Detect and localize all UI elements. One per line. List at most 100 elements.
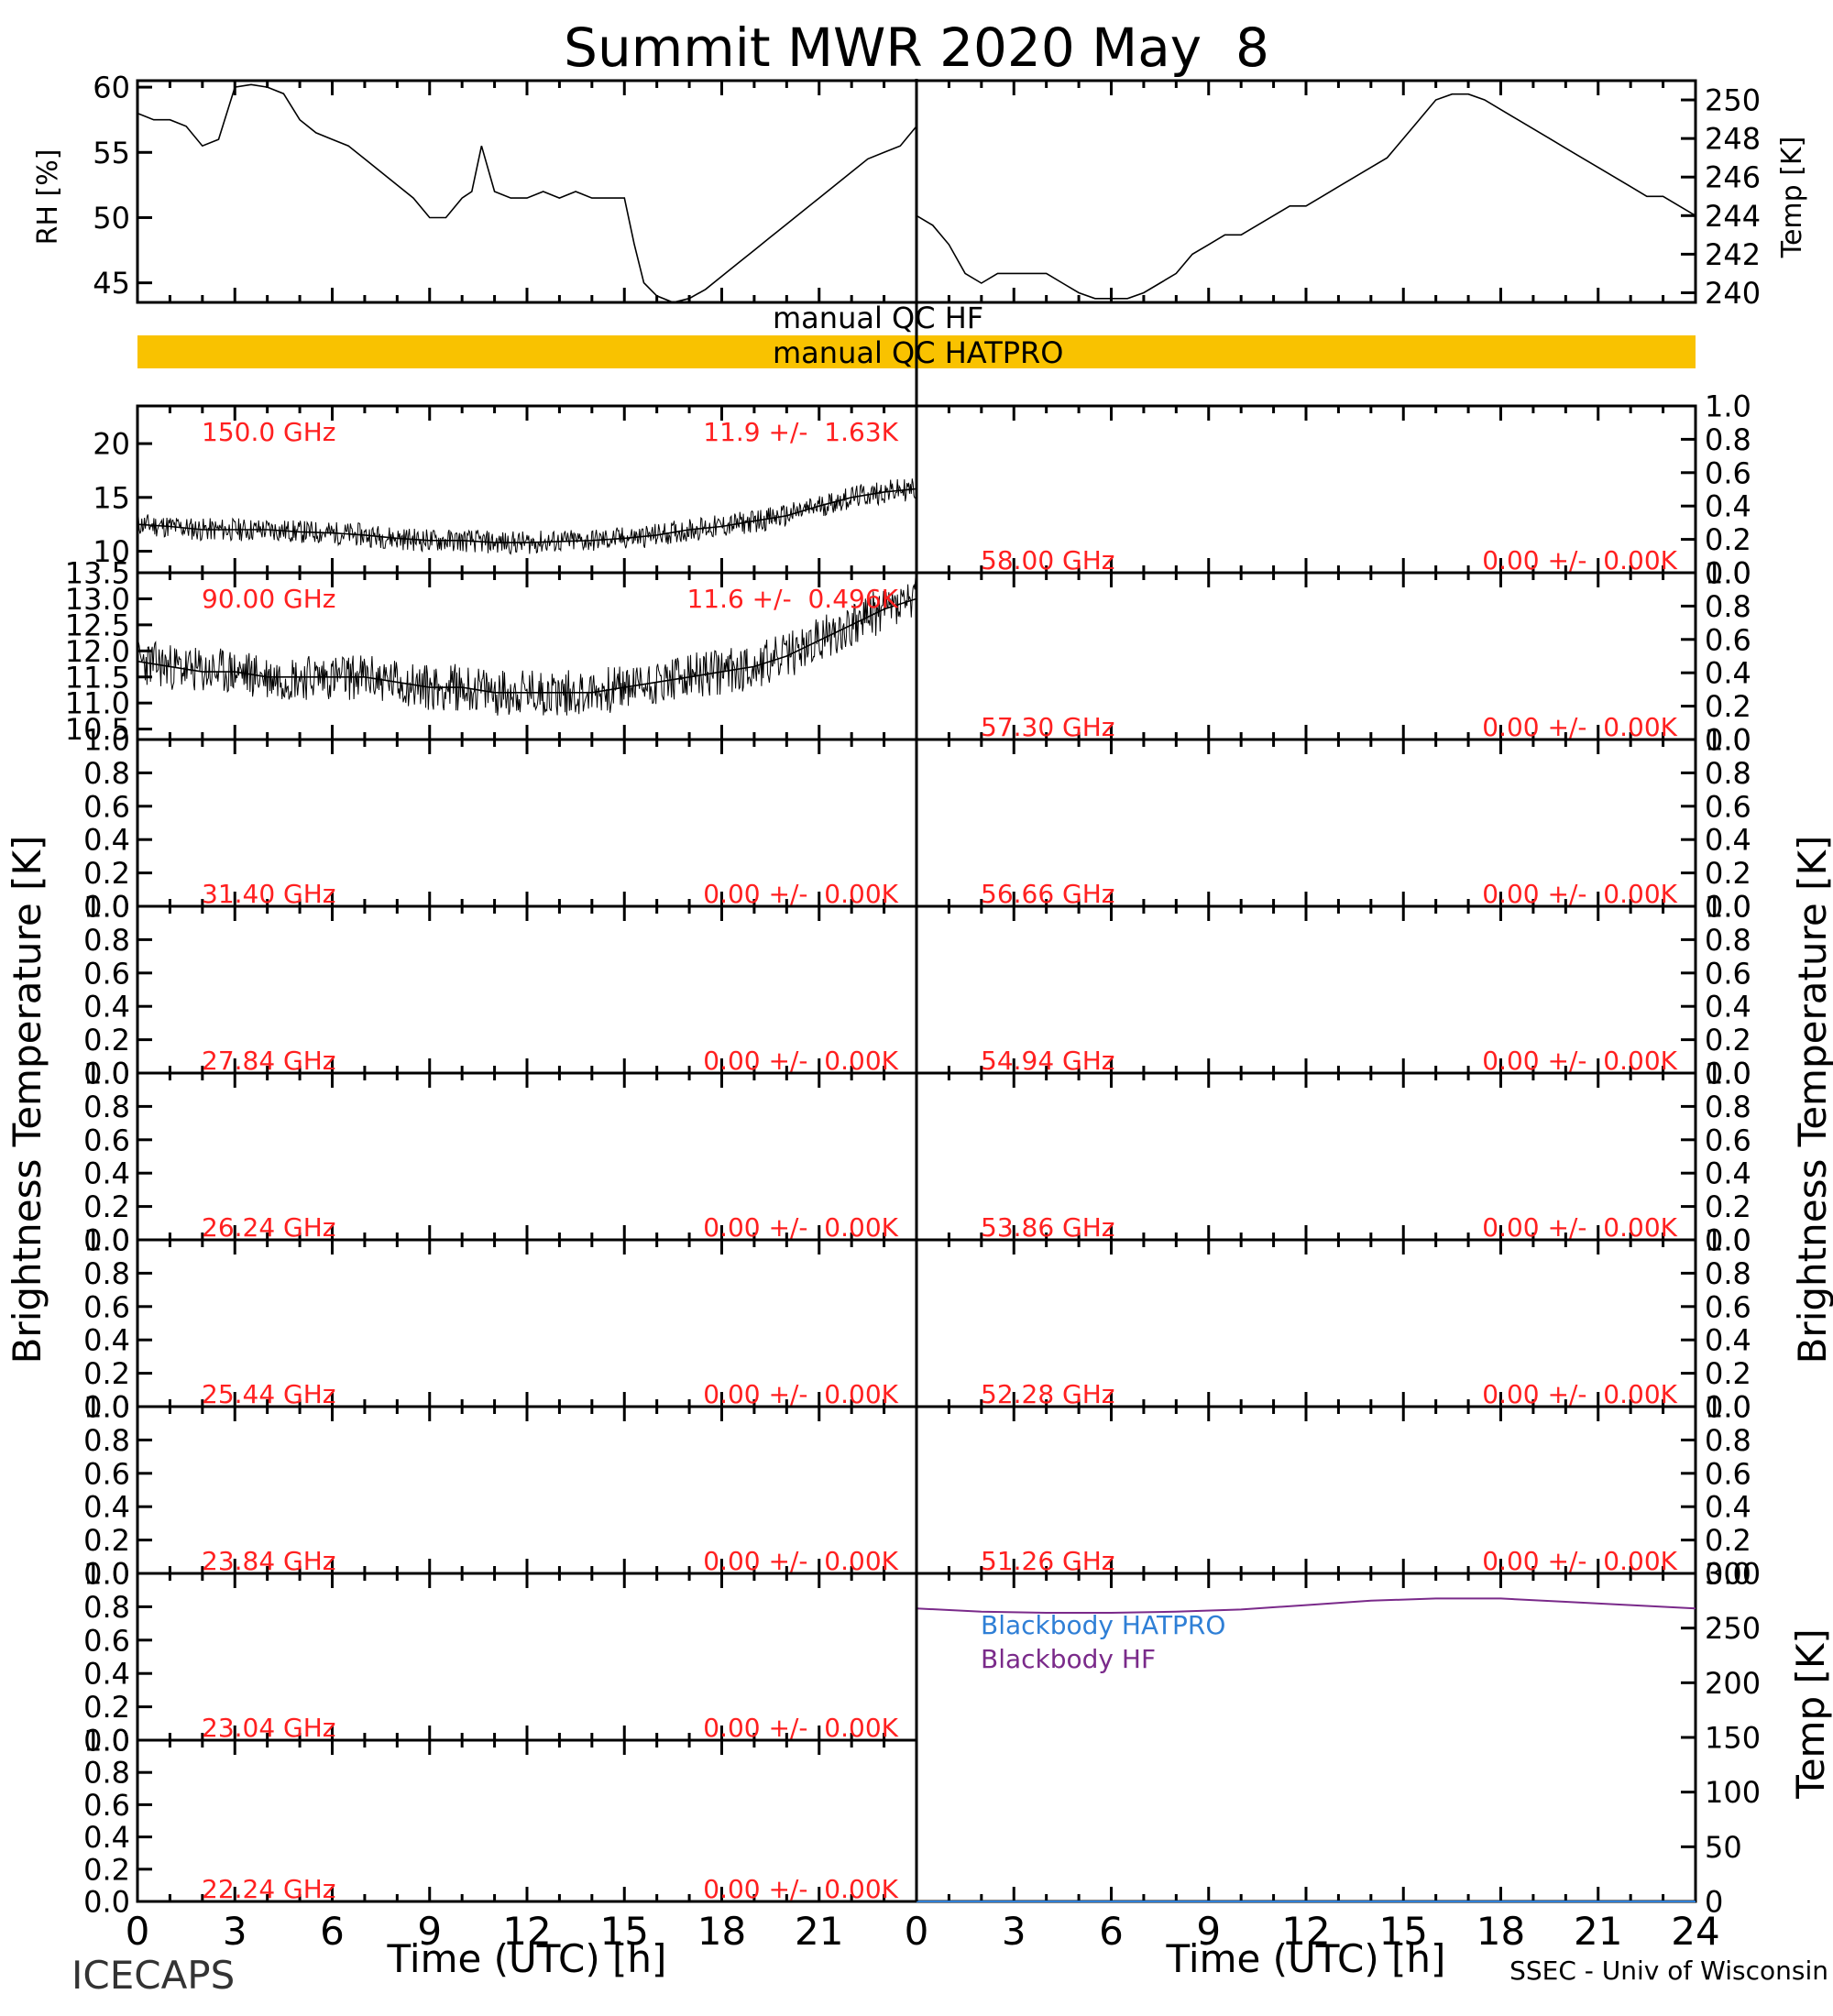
- x-tick-label: 12: [502, 1909, 551, 1954]
- y-tick-label: 0.2: [1705, 689, 1751, 724]
- y-tick-label: 0.4: [83, 1657, 130, 1692]
- x-tick-label: 24: [1671, 1909, 1719, 1954]
- stats-label: 0.00 +/- 0.00K: [703, 1713, 898, 1743]
- x-tick-label: 18: [697, 1909, 746, 1954]
- panel-ch2544: 0.00.20.40.60.81.025.44 GHz 0.00 +/- 0.00…: [83, 1223, 918, 1425]
- frequency-label: 31.40 GHz: [202, 879, 336, 909]
- y-tick-label: 0.4: [83, 1820, 130, 1855]
- frequency-label: 150.0 GHz: [202, 417, 336, 447]
- panel-ch5666: 0.00.20.40.60.81.056.66 GHz 0.00 +/- 0.00…: [915, 723, 1751, 925]
- stats-label: 0.00 +/- 0.00K: [703, 879, 898, 909]
- panel-ch90: 10.511.011.512.012.513.013.5 90.00 GHz 11.…: [65, 556, 918, 747]
- bb-axis-label: Temp [K]: [1788, 1628, 1833, 1800]
- y-tick-label: 55: [93, 136, 130, 170]
- y-tick-label: 12.0: [65, 634, 130, 669]
- rh-axis-label: RH [%]: [32, 149, 64, 246]
- y-tick-label: 0.8: [83, 1090, 130, 1124]
- x-tick-label: 9: [417, 1909, 442, 1954]
- x-tick-label: 9: [1196, 1909, 1221, 1954]
- stats-label: 11.6 +/- 0.496K: [686, 584, 898, 614]
- y-tick-label: 0.6: [1705, 455, 1751, 490]
- panel-ch2784: 0.00.20.40.60.81.027.84 GHz 0.00 +/- 0.00…: [83, 890, 918, 1091]
- stats-label: 0.00 +/- 0.00K: [703, 1546, 898, 1576]
- panel-frame-rh: [136, 79, 918, 304]
- y-tick-label: 1.0: [1705, 1223, 1751, 1258]
- y-tick-label: 0.8: [1705, 1256, 1751, 1291]
- panel-ch5494: 0.00.20.40.60.81.054.94 GHz 0.00 +/- 0.00…: [915, 890, 1751, 1091]
- stats-label: 0.00 +/- 0.00K: [1482, 1046, 1677, 1076]
- x-tick-label: 21: [1574, 1909, 1622, 1954]
- y-tick-label: 0.4: [1705, 1323, 1751, 1358]
- x-tick-label: 18: [1476, 1909, 1525, 1954]
- y-tick-label: 1.0: [83, 1724, 130, 1759]
- y-tick-label: 12.5: [65, 608, 130, 642]
- y-tick-label: 0.0: [83, 1885, 130, 1920]
- y-tick-label: 11.5: [65, 660, 130, 695]
- panel-ch2224: 0.00.20.40.60.81.022.24 GHz 0.00 +/- 0.00…: [83, 1724, 918, 1920]
- y-tick-label: 0.4: [83, 990, 130, 1024]
- stats-label: 0.00 +/- 0.00K: [1482, 1379, 1677, 1409]
- stats-label: 0.00 +/- 0.00K: [1482, 1212, 1677, 1243]
- y-tick-label: 13.5: [65, 556, 130, 591]
- y-tick-label: 0.8: [83, 1756, 130, 1791]
- y-tick-label: 1.0: [83, 890, 130, 925]
- frequency-label: 22.24 GHz: [202, 1874, 336, 1904]
- y-tick-label: 0.0: [1705, 1557, 1751, 1592]
- y-tick-label: 0.4: [83, 1490, 130, 1525]
- panel-ch5386: 0.00.20.40.60.81.053.86 GHz 0.00 +/- 0.00…: [915, 1057, 1751, 1258]
- panel-frame-temp: [915, 79, 1697, 304]
- temp-axis-label: Temp [K]: [1776, 137, 1808, 259]
- y-tick-label: 0.6: [83, 789, 130, 824]
- y-tick-label: 0.2: [1705, 1523, 1751, 1558]
- y-tick-label: 150: [1705, 1721, 1761, 1756]
- frequency-label: 23.04 GHz: [202, 1713, 336, 1743]
- x-tick-label: 15: [1379, 1909, 1428, 1954]
- y-tick-label: 0.0: [83, 890, 130, 925]
- legend-bb-hf: Blackbody HF: [981, 1644, 1156, 1674]
- y-tick-label: 13.0: [65, 582, 130, 617]
- y-tick-label: 0.2: [1705, 1189, 1751, 1224]
- y-tick-label: 240: [1705, 276, 1761, 311]
- y-tick-label: 1.0: [1705, 1390, 1751, 1425]
- panel-rh: 45 50 55 60: [93, 71, 918, 304]
- frequency-label: 27.84 GHz: [202, 1046, 336, 1076]
- stats-label: 0.00 +/- 0.00K: [1482, 1546, 1677, 1576]
- frequency-label: 58.00 GHz: [981, 545, 1115, 575]
- y-tick-label: 0.2: [1705, 522, 1751, 557]
- stats-label: 0.00 +/- 0.00K: [1482, 712, 1677, 742]
- frequency-label: 53.86 GHz: [981, 1212, 1115, 1243]
- frequency-label: 54.94 GHz: [981, 1046, 1115, 1076]
- y-tick-label: 0.8: [1705, 756, 1751, 791]
- y-tick-label: 0.4: [83, 1156, 130, 1191]
- y-tick-label: 0.4: [1705, 1156, 1751, 1191]
- y-tick-label: 0.8: [1705, 422, 1751, 457]
- x-tick-label: 0: [126, 1909, 150, 1954]
- y-tick-label: 0.0: [1705, 723, 1751, 758]
- y-tick-label: 1.0: [1705, 723, 1751, 758]
- frequency-label: 90.00 GHz: [202, 584, 336, 614]
- x-tick-label: 3: [1002, 1909, 1026, 1954]
- x-tick-label: 21: [795, 1909, 843, 1954]
- y-tick-label: 0.8: [1705, 1423, 1751, 1458]
- stats-label: 11.9 +/- 1.63K: [703, 417, 898, 447]
- y-tick-label: 300: [1705, 1557, 1761, 1592]
- frequency-label: 51.26 GHz: [981, 1546, 1115, 1576]
- y-tick-label: 0.0: [1705, 1223, 1751, 1258]
- qc-hatpro-label: manual QC HATPRO: [773, 335, 1063, 370]
- y-tick-label: 0.2: [83, 856, 130, 891]
- y-tick-label: 0.0: [1705, 1057, 1751, 1091]
- time-axis-label-right: Time (UTC) [h]: [1166, 1936, 1446, 1981]
- x-tick-label: 3: [223, 1909, 247, 1954]
- y-tick-label: 0.0: [1705, 556, 1751, 591]
- y-tick-label: 0.6: [83, 1788, 130, 1823]
- x-tick-label: 0: [905, 1909, 929, 1954]
- panel-ch2624: 0.00.20.40.60.81.026.24 GHz 0.00 +/- 0.00…: [83, 1057, 918, 1258]
- y-tick-label: 0.8: [83, 1256, 130, 1291]
- y-tick-label: 0.2: [83, 1690, 130, 1725]
- y-tick-label: 0.6: [1705, 622, 1751, 657]
- y-tick-label: 0.8: [83, 756, 130, 791]
- series-noise: [137, 575, 916, 716]
- frequency-label: 57.30 GHz: [981, 712, 1115, 742]
- y-tick-label: 1.0: [1705, 1057, 1751, 1091]
